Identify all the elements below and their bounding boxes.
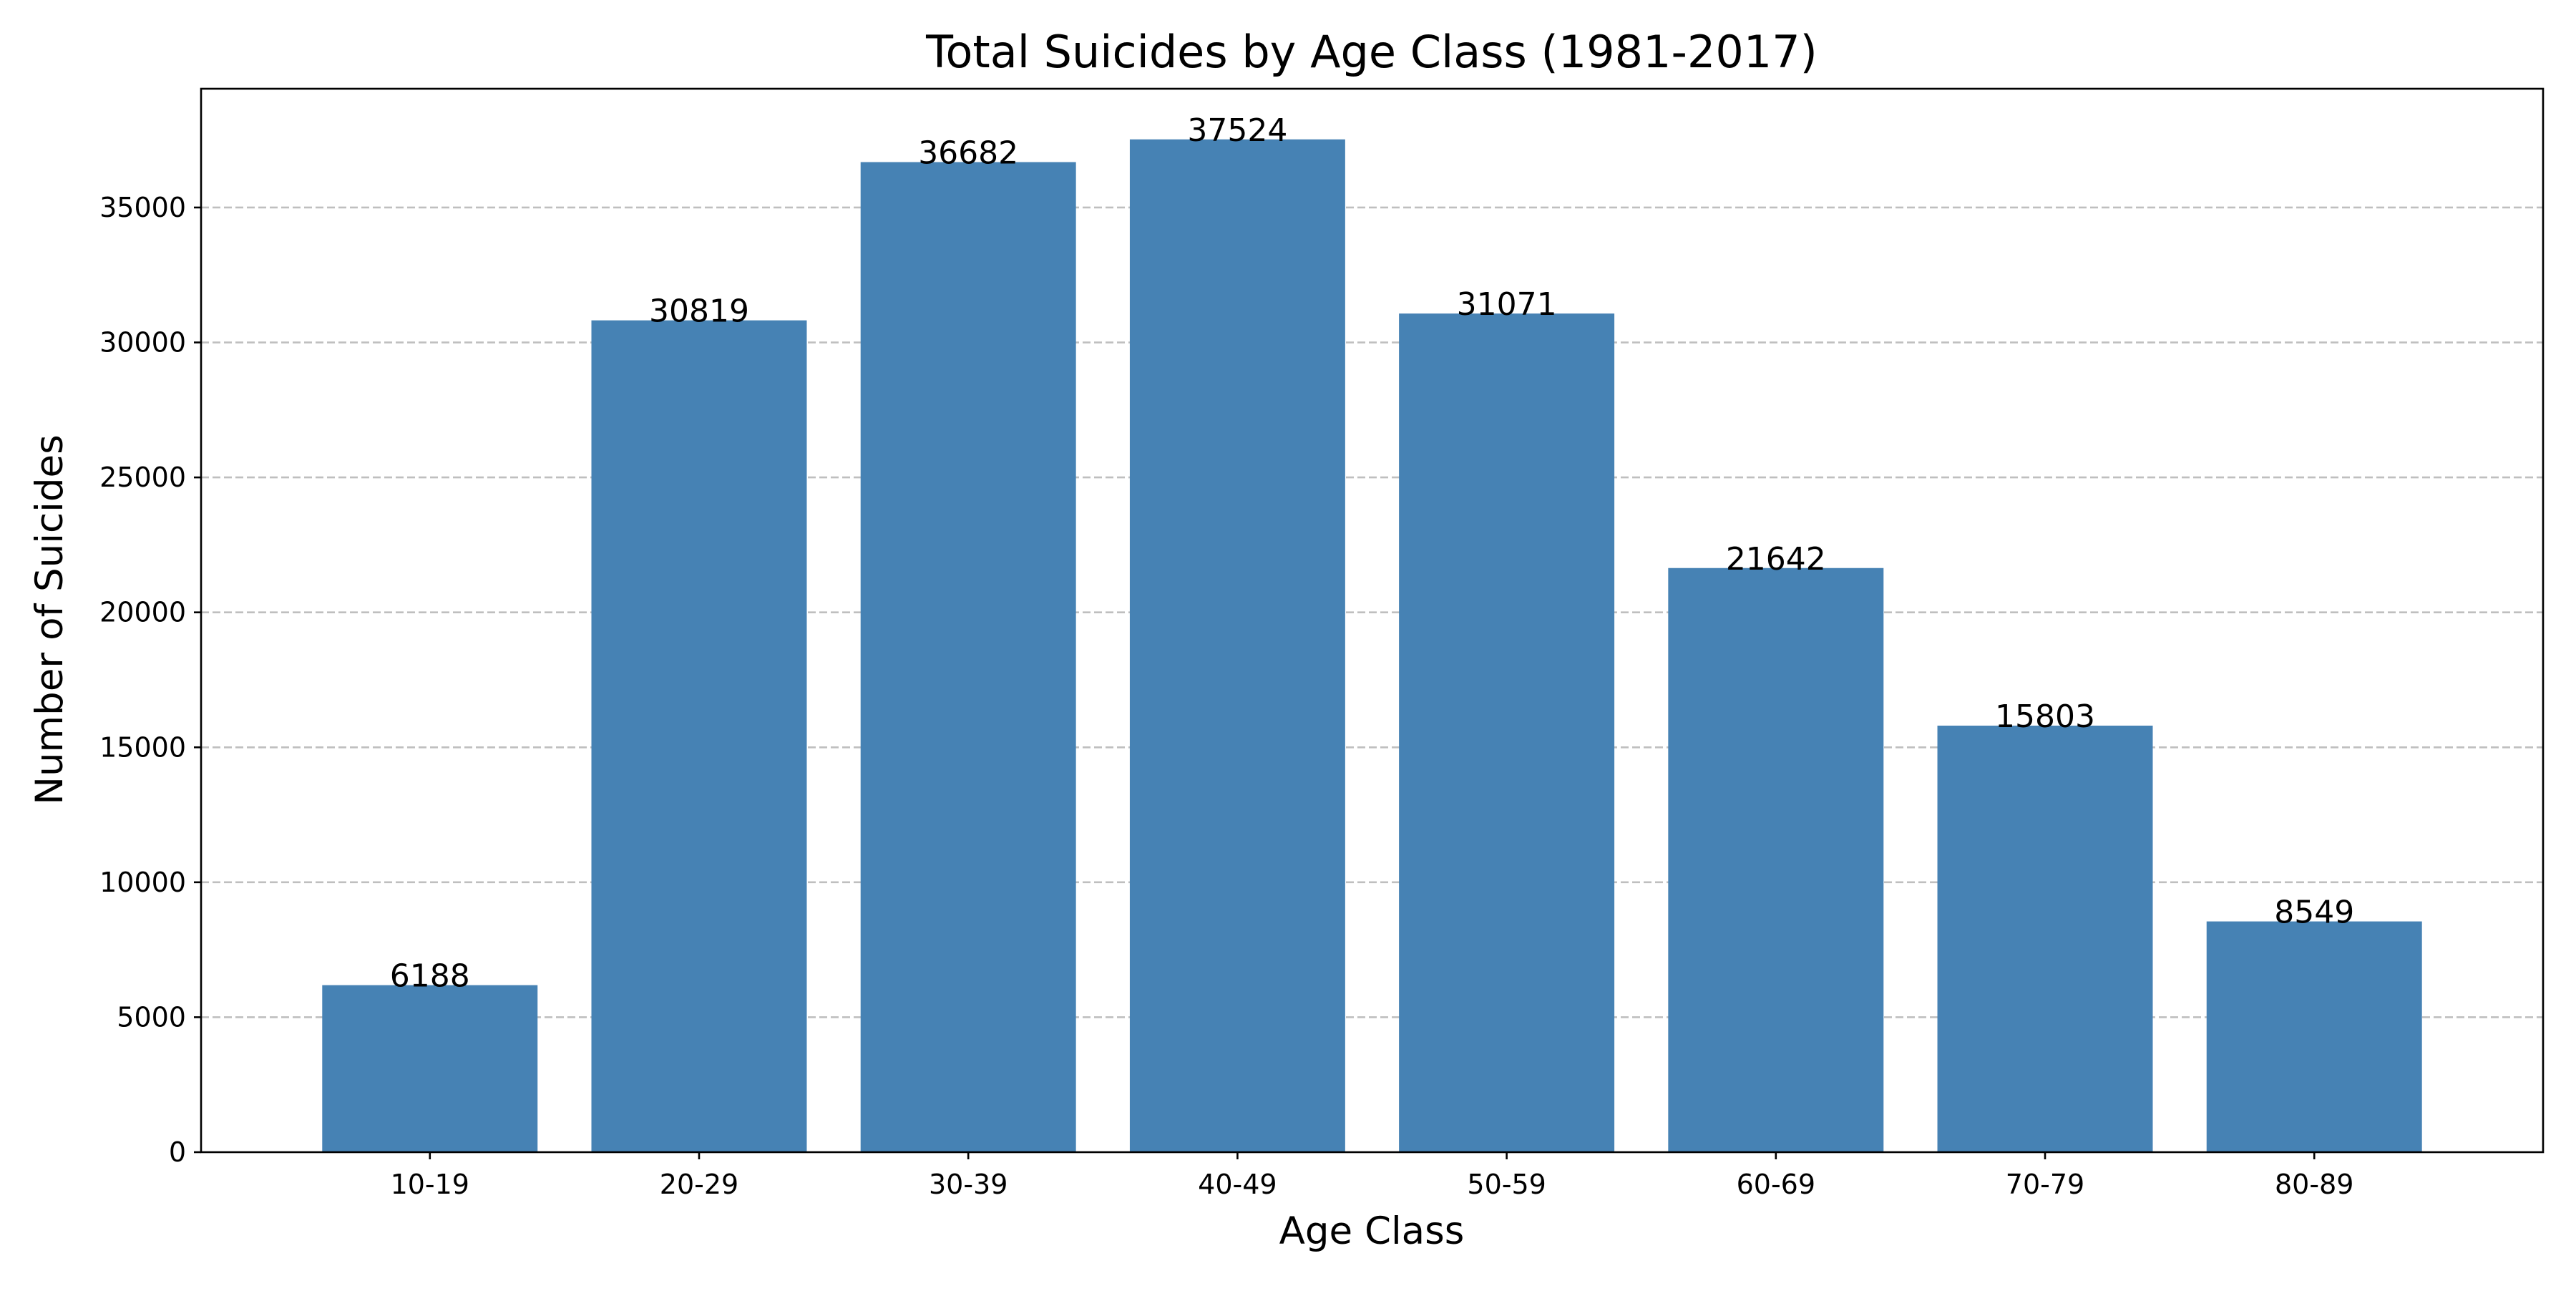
plot-frame bbox=[200, 87, 2545, 1154]
bar-value-label: 31071 bbox=[1457, 286, 1557, 323]
x-axis-label: Age Class bbox=[1279, 1209, 1465, 1253]
bar-value-label: 15803 bbox=[1995, 698, 2095, 735]
y-tick-label: 15000 bbox=[99, 731, 186, 763]
x-tick-label: 40-49 bbox=[1198, 1169, 1277, 1200]
x-tick-label: 80-89 bbox=[2275, 1169, 2353, 1200]
x-tick-label: 10-19 bbox=[391, 1169, 469, 1200]
chart-title: Total Suicides by Age Class (1981-2017) bbox=[925, 26, 1818, 78]
bar-10-19 bbox=[322, 985, 538, 1152]
bar-value-label: 8549 bbox=[2274, 895, 2354, 931]
bar-80-89 bbox=[2206, 921, 2422, 1152]
y-axis-label: Number of Suicides bbox=[28, 434, 72, 804]
x-tick-label: 20-29 bbox=[660, 1169, 738, 1200]
bar-60-69 bbox=[1668, 567, 1884, 1152]
y-tick-label: 25000 bbox=[99, 462, 186, 493]
bar-value-label: 6188 bbox=[390, 958, 470, 995]
bar-20-29 bbox=[591, 320, 807, 1153]
bar-value-label: 37524 bbox=[1187, 112, 1287, 149]
x-tick-label: 70-79 bbox=[2006, 1169, 2084, 1200]
y-tick-label: 0 bbox=[169, 1136, 186, 1168]
y-tick-label: 30000 bbox=[99, 327, 186, 359]
bar-value-label: 36682 bbox=[918, 135, 1018, 172]
y-tick-label: 20000 bbox=[99, 597, 186, 628]
bar-40-49 bbox=[1129, 139, 1345, 1152]
y-tick-label: 35000 bbox=[99, 192, 186, 223]
y-tick-label: 5000 bbox=[117, 1001, 186, 1033]
y-tick-label: 10000 bbox=[99, 867, 186, 898]
bar-value-label: 21642 bbox=[1726, 541, 1826, 578]
y-axis-ticks: 0 5000 10000 15000 20000 25000 30000 35000 bbox=[99, 192, 201, 1168]
bar-value-label: 30819 bbox=[649, 293, 749, 330]
bar-50-59 bbox=[1399, 313, 1615, 1152]
x-tick-label: 50-59 bbox=[1467, 1169, 1546, 1200]
x-axis-ticks: 10-19 20-29 30-39 40-49 50-59 60-69 70-79 80-89 bbox=[391, 1152, 2353, 1200]
bar-70-79 bbox=[1937, 725, 2153, 1152]
bars bbox=[322, 139, 2422, 1153]
bar-value-labels: 6188 30819 36682 37524 31071 21642 15803 8549 bbox=[390, 112, 2354, 995]
x-tick-label: 30-39 bbox=[929, 1169, 1008, 1200]
gridlines bbox=[201, 206, 2543, 1018]
bar-30-39 bbox=[860, 162, 1076, 1153]
x-tick-label: 60-69 bbox=[1737, 1169, 1815, 1200]
